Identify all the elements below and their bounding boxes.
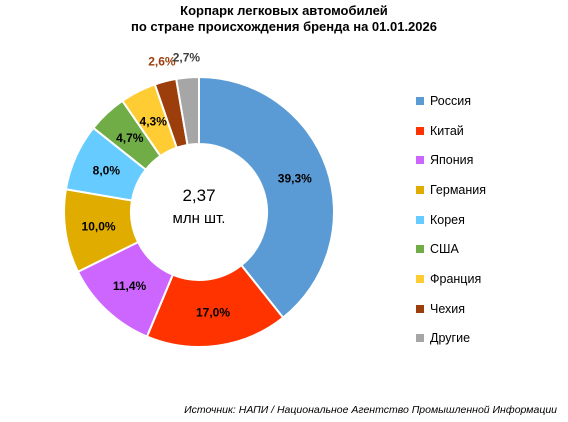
legend-item-0: Россия (416, 86, 486, 116)
chart-title-line-2: по стране происхождения бренда на 01.01.… (131, 19, 437, 34)
slice-label-6: 4,3% (140, 114, 168, 128)
center-unit: млн шт. (173, 210, 226, 227)
legend-swatch-4 (416, 215, 424, 224)
legend-swatch-0 (416, 96, 424, 105)
legend-swatch-8 (416, 334, 424, 343)
chart-title: Корпарк легковых автомобилей по стране п… (0, 3, 568, 35)
donut-slices (63, 75, 335, 348)
slice-label-5: 4,7% (116, 131, 144, 145)
source-note: Источник: НАПИ / Национальное Агентство … (184, 404, 557, 416)
legend-label-5: США (430, 242, 459, 257)
legend-label-6: Франция (430, 271, 482, 286)
legend-label-3: Германия (430, 182, 487, 197)
slice-label-1: 17,0% (196, 306, 230, 320)
slice-label-4: 8,0% (93, 164, 121, 178)
slice-label-0: 39,3% (278, 172, 312, 186)
legend-item-2: Япония (416, 145, 486, 175)
legend-swatch-6 (416, 274, 424, 283)
center-value: 2,37 (182, 186, 215, 205)
legend-swatch-3 (416, 185, 424, 194)
legend-swatch-7 (416, 304, 424, 313)
legend-swatch-2 (416, 156, 424, 165)
slice-label-8: 2,7% (173, 51, 201, 65)
legend-item-3: Германия (416, 175, 486, 205)
slice-label-2: 11,4% (113, 279, 147, 293)
legend-item-8: Другие (416, 324, 486, 354)
chart-title-line-1: Корпарк легковых автомобилей (180, 3, 388, 18)
legend-label-2: Япония (430, 153, 474, 168)
chart-legend: Россия Китай Япония Германия Корея США Франция… (416, 86, 486, 353)
slice-0 (198, 75, 335, 320)
slice-labels: 39,3% 17,0% 11,4% 10,0% 8,0% 4,7% 4,3% 2,6%2,7% (82, 51, 313, 320)
slice-label-7: 2,6% (148, 55, 176, 69)
slice-8 (175, 75, 200, 147)
legend-item-7: Чехия (416, 294, 486, 324)
legend-swatch-1 (416, 126, 424, 135)
legend-item-4: Корея (416, 205, 486, 235)
legend-item-6: Франция (416, 264, 486, 294)
legend-swatch-5 (416, 245, 424, 254)
legend-label-0: Россия (430, 93, 471, 108)
legend-label-4: Корея (430, 212, 465, 227)
legend-label-1: Китай (430, 123, 464, 138)
legend-label-8: Другие (430, 331, 471, 346)
slice-label-3: 10,0% (82, 220, 116, 234)
legend-item-5: США (416, 234, 486, 264)
legend-label-7: Чехия (430, 301, 466, 316)
legend-item-1: Китай (416, 116, 486, 146)
